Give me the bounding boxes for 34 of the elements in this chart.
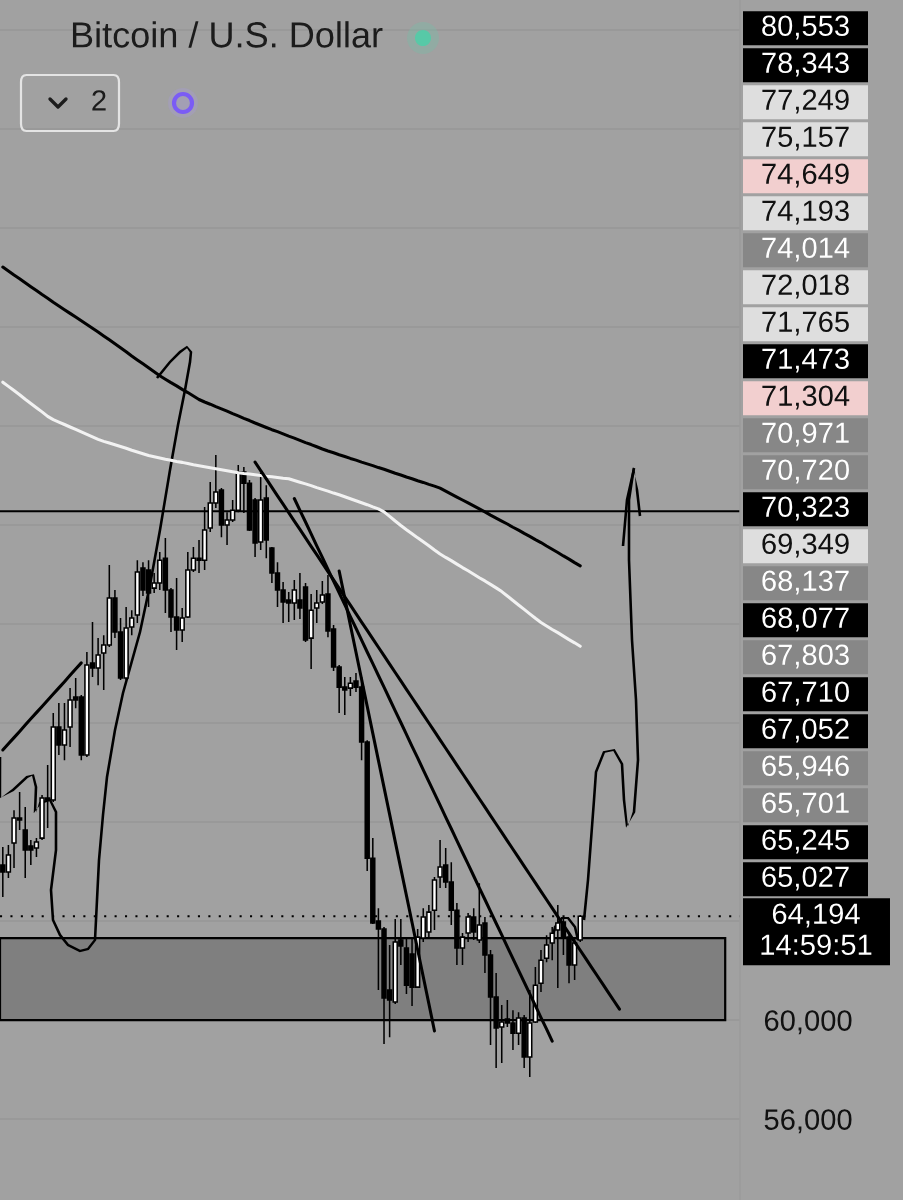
text: 71,765: [762, 311, 849, 336]
text: 68,077: [762, 607, 849, 632]
text: 69,349: [762, 533, 849, 558]
y-tick-label: 56,000: [764, 1109, 852, 1134]
text: 67,803: [762, 644, 849, 669]
text: 65,946: [762, 755, 849, 780]
y-tick-label: 60,000: [764, 1010, 852, 1035]
text: 65,245: [762, 829, 849, 854]
text: 71,473: [762, 348, 849, 373]
text: 65,027: [762, 866, 849, 891]
text: 75,157: [762, 126, 849, 151]
text: 71,304: [762, 385, 850, 410]
text: 77,249: [762, 89, 849, 114]
text: 65,701: [762, 792, 849, 817]
text: 68,137: [762, 570, 849, 595]
text: 74,649: [762, 163, 849, 188]
ref-line-label: 64,194: [772, 903, 860, 928]
candlestick: [538, 949, 544, 993]
text: 74,014: [762, 237, 850, 262]
chart-title: Bitcoin / U.S. Dollar: [72, 21, 383, 48]
candlestick: [431, 876, 438, 931]
text: 2: [92, 90, 106, 111]
text: 67,052: [762, 718, 849, 743]
text: 14:59:51: [761, 934, 872, 956]
text: 70,971: [762, 422, 849, 447]
text: 78,343: [762, 52, 849, 77]
text: 80,553: [762, 15, 849, 40]
text: 74,193: [762, 200, 849, 225]
text: 67,710: [762, 681, 849, 706]
line-series: [1, 380, 582, 648]
text: 70,720: [762, 459, 849, 484]
text: 72,018: [762, 274, 849, 299]
line-series: [1, 661, 83, 752]
text: 70,323: [762, 496, 849, 521]
